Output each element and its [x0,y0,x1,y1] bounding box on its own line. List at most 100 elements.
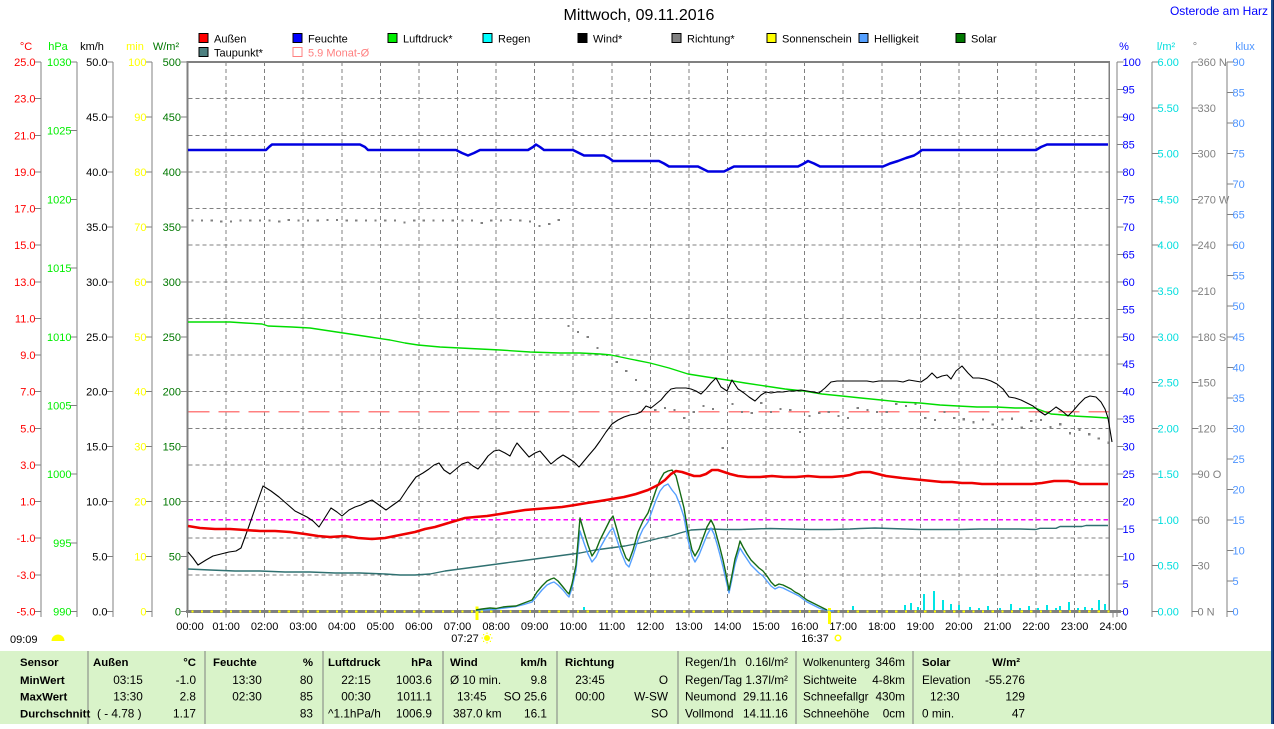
svg-text:30.0: 30.0 [86,277,107,289]
svg-text:SO: SO [651,707,668,721]
svg-text:04:00: 04:00 [328,621,356,633]
svg-text:1020: 1020 [47,194,71,206]
svg-text:90: 90 [134,112,146,124]
svg-text:75: 75 [1233,149,1245,161]
svg-text:W/m²: W/m² [992,657,1020,669]
svg-text:35.0: 35.0 [86,222,107,234]
svg-text:Sonnenschein: Sonnenschein [782,34,852,46]
svg-text:Sensor: Sensor [20,657,59,669]
svg-text:210: 210 [1198,286,1216,298]
svg-text:0.0: 0.0 [92,607,107,619]
svg-text:1.17: 1.17 [173,707,196,721]
svg-text:35: 35 [1233,393,1245,405]
svg-text:0.50: 0.50 [1158,561,1179,573]
svg-text:387.0 km: 387.0 km [453,707,502,721]
svg-text:45: 45 [1123,359,1135,371]
svg-text:12:00: 12:00 [637,621,665,633]
svg-text:°C: °C [20,41,32,53]
svg-text:330: 330 [1198,103,1216,115]
svg-text:13:00: 13:00 [675,621,703,633]
svg-text:450: 450 [163,112,181,124]
svg-text:40.0: 40.0 [86,167,107,179]
svg-text:l/m²: l/m² [1157,41,1176,53]
svg-text:50: 50 [169,552,181,564]
svg-text:80: 80 [134,167,146,179]
svg-text:75: 75 [1123,194,1135,206]
svg-text:^1.1hPa/h: ^1.1hPa/h [328,707,381,721]
svg-text:70: 70 [134,222,146,234]
svg-text:07:00: 07:00 [444,621,472,633]
svg-text:4.00: 4.00 [1158,240,1179,252]
svg-text:346m: 346m [875,655,905,669]
svg-text:60: 60 [1233,240,1245,252]
svg-text:Helligkeit: Helligkeit [874,34,919,46]
svg-text:14:00: 14:00 [714,621,742,633]
svg-text:7.0: 7.0 [20,387,35,399]
svg-text:80: 80 [300,673,314,687]
svg-text:W/m²: W/m² [153,41,180,53]
svg-text:%: % [303,657,313,669]
svg-text:4-8km: 4-8km [872,673,905,687]
svg-text:150: 150 [1198,378,1216,390]
svg-text:85: 85 [1233,88,1245,100]
svg-text:100: 100 [163,497,181,509]
svg-text:300: 300 [163,277,181,289]
svg-text:40: 40 [1123,387,1135,399]
svg-text:22:00: 22:00 [1022,621,1050,633]
svg-text:1011.1: 1011.1 [397,690,432,704]
svg-text:1006.9: 1006.9 [396,707,432,721]
svg-text:1025: 1025 [47,126,71,138]
svg-text:-5.0: -5.0 [17,607,36,619]
svg-text:80: 80 [1123,167,1135,179]
svg-text:2.50: 2.50 [1158,378,1179,390]
svg-text:20: 20 [134,497,146,509]
svg-text:1005: 1005 [47,400,71,412]
svg-text:Feuchte: Feuchte [213,657,257,669]
svg-text:45: 45 [1233,332,1245,344]
svg-text:Elevation: Elevation [922,673,971,687]
svg-text:1.00: 1.00 [1158,515,1179,527]
svg-text:50: 50 [1233,301,1245,313]
svg-text:Vollmond: Vollmond [685,707,734,721]
svg-text:1.37l/m²: 1.37l/m² [745,673,788,687]
svg-text:6.00: 6.00 [1158,57,1179,69]
svg-text:km/h: km/h [520,657,547,669]
svg-text:15.0: 15.0 [14,240,35,252]
svg-text:20: 20 [1123,497,1135,509]
svg-text:Schneefallgr: Schneefallgr [803,690,869,704]
svg-text:Schneehöhe: Schneehöhe [803,707,870,721]
svg-text:65: 65 [1123,249,1135,261]
svg-text:70: 70 [1123,222,1135,234]
svg-text:60: 60 [1198,515,1210,527]
svg-text:2.00: 2.00 [1158,423,1179,435]
svg-text:200: 200 [163,387,181,399]
svg-text:06:00: 06:00 [405,621,433,633]
svg-text:°: ° [1193,41,1197,53]
svg-text:09:00: 09:00 [521,621,549,633]
svg-text:100: 100 [128,57,146,69]
svg-text:Luftdruck: Luftdruck [328,657,381,669]
svg-text:500: 500 [163,57,181,69]
svg-text:25.0: 25.0 [86,332,107,344]
svg-text:5.0: 5.0 [20,423,35,435]
svg-text:0: 0 [1233,607,1239,619]
svg-text:Wind: Wind [450,657,478,669]
svg-text:0cm: 0cm [883,707,905,721]
svg-text:10.0: 10.0 [86,497,107,509]
svg-text:05:00: 05:00 [367,621,395,633]
svg-text:24:00: 24:00 [1099,621,1127,633]
svg-text:25: 25 [1123,469,1135,481]
svg-text:9.0: 9.0 [20,350,35,362]
svg-text:O: O [659,673,668,687]
svg-text:25: 25 [1233,454,1245,466]
svg-text:85: 85 [300,690,314,704]
svg-text:990: 990 [53,607,71,619]
svg-text:19:00: 19:00 [907,621,935,633]
svg-text:90 O: 90 O [1198,469,1222,481]
svg-text:21.0: 21.0 [14,130,35,142]
svg-text:15: 15 [1123,524,1135,536]
svg-text:Regen/Tag: Regen/Tag [685,673,742,687]
svg-text:03:00: 03:00 [289,621,317,633]
svg-text:20: 20 [1233,484,1245,496]
svg-text:60: 60 [134,277,146,289]
